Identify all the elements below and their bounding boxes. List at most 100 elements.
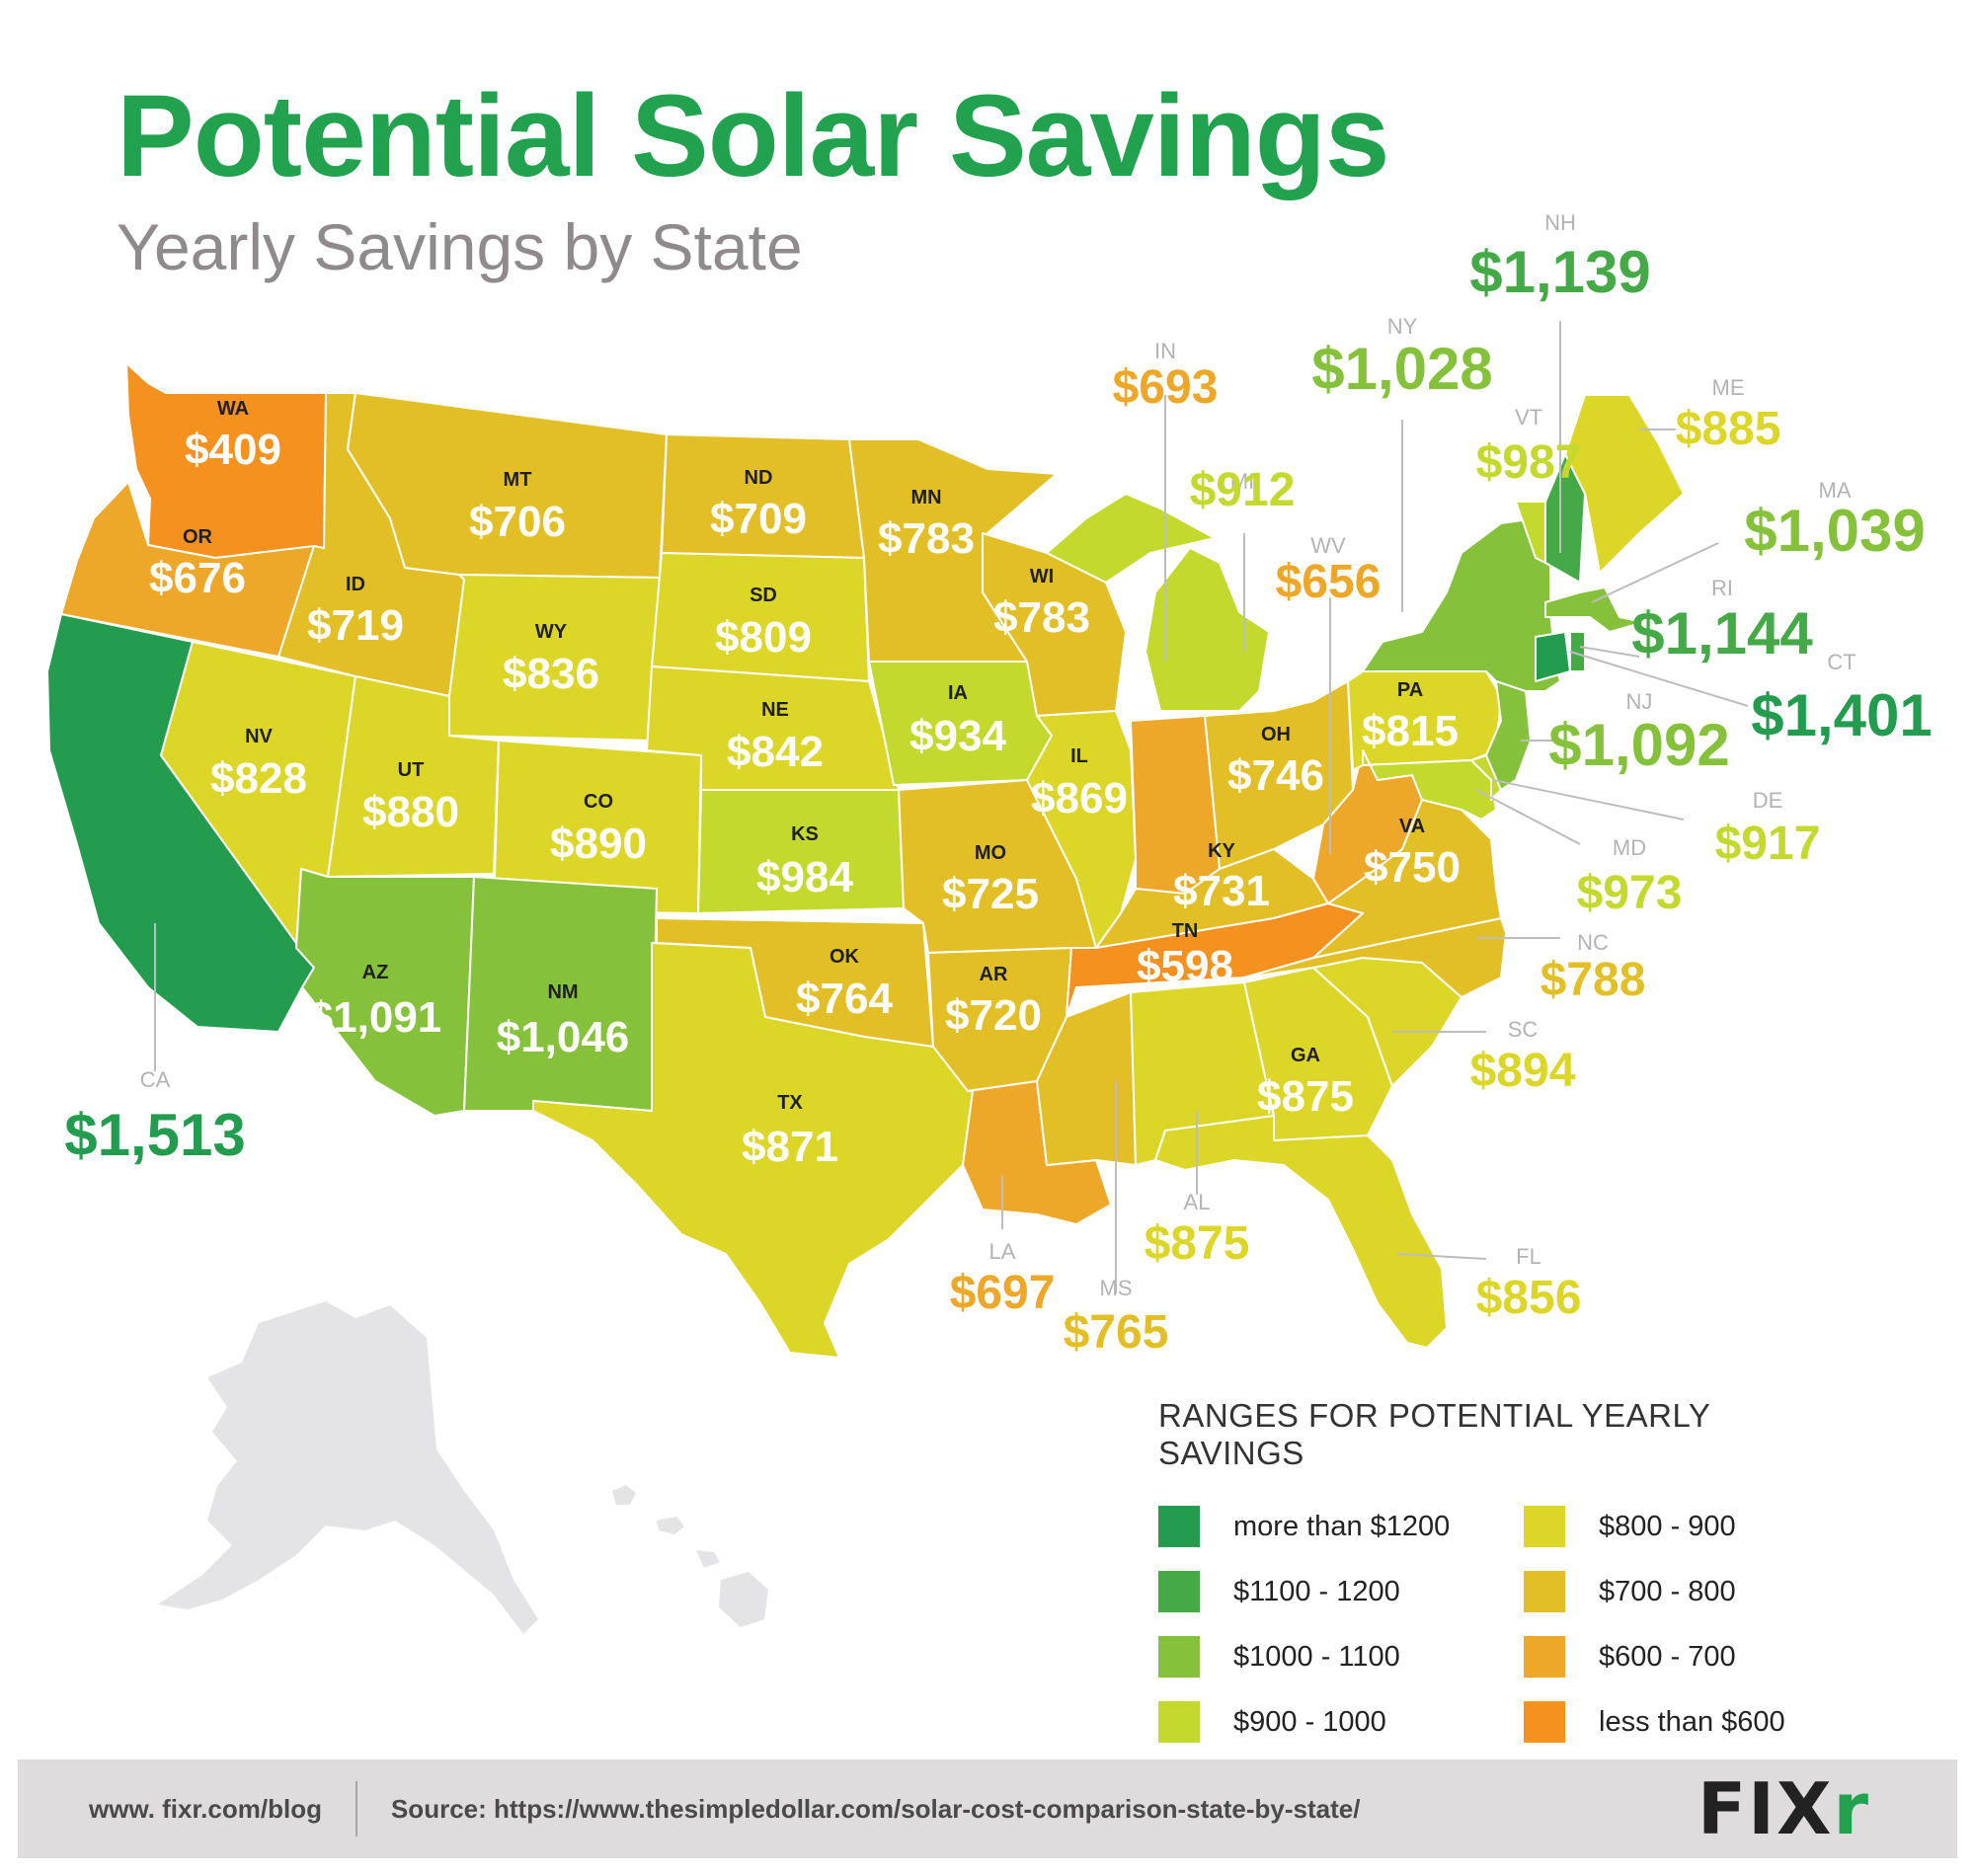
label-nh-value: $1,139 xyxy=(1469,239,1651,305)
label-id-abbr: ID xyxy=(346,574,365,595)
legend-swatch xyxy=(1158,1571,1200,1612)
label-wi-abbr: WI xyxy=(1030,566,1054,587)
logo-accent: r xyxy=(1833,1767,1868,1850)
label-pa-abbr: PA xyxy=(1397,679,1423,701)
label-md-value: $973 xyxy=(1577,867,1683,919)
legend-label: $600 - 700 xyxy=(1599,1640,1736,1673)
legend-item: less than $600 xyxy=(1524,1701,1850,1743)
label-mt-value: $706 xyxy=(469,498,566,546)
state-mi-lower[interactable] xyxy=(1145,547,1270,712)
state-fl[interactable] xyxy=(1154,1115,1448,1349)
legend-swatch xyxy=(1158,1506,1200,1547)
legend-item: $700 - 800 xyxy=(1524,1571,1850,1612)
label-ma-value: $1,039 xyxy=(1744,498,1926,564)
label-nd-abbr: ND xyxy=(745,467,773,489)
label-ga-abbr: GA xyxy=(1291,1045,1320,1066)
label-ok-abbr: OK xyxy=(830,946,860,968)
label-nd-value: $709 xyxy=(710,495,807,543)
page-subtitle: Yearly Savings by State xyxy=(117,210,803,283)
legend-item: $1000 - 1100 xyxy=(1158,1636,1524,1678)
label-ca-value: $1,513 xyxy=(64,1102,246,1168)
label-ri-abbr: RI xyxy=(1711,576,1733,600)
label-wa-abbr: WA xyxy=(217,398,249,420)
state-shapes xyxy=(46,362,1685,1359)
legend-label: less than $600 xyxy=(1599,1705,1785,1738)
label-wy-abbr: WY xyxy=(535,621,568,643)
label-nm-abbr: NM xyxy=(547,981,578,1003)
footer-source-link[interactable]: Source: https://www.thesimpledollar.com/… xyxy=(390,1793,1361,1824)
label-ne-abbr: NE xyxy=(761,699,789,721)
label-mn-value: $783 xyxy=(878,514,975,563)
label-nm-value: $1,046 xyxy=(497,1013,630,1061)
label-wy-value: $836 xyxy=(503,650,599,698)
label-me-value: $885 xyxy=(1676,403,1781,455)
label-wa-value: $409 xyxy=(185,426,281,474)
label-ky-abbr: KY xyxy=(1208,840,1235,862)
label-sd-abbr: SD xyxy=(750,585,777,606)
label-pa-value: $815 xyxy=(1362,707,1459,755)
label-nv-abbr: NV xyxy=(245,726,273,747)
state-az[interactable] xyxy=(295,868,475,1117)
label-al-value: $875 xyxy=(1145,1217,1250,1270)
label-in-value: $693 xyxy=(1113,361,1219,414)
label-tx-value: $871 xyxy=(742,1123,838,1171)
legend-item: $600 - 700 xyxy=(1524,1636,1850,1678)
label-ga-value: $875 xyxy=(1257,1072,1354,1121)
legend-swatch xyxy=(1524,1701,1565,1743)
state-ri[interactable] xyxy=(1569,631,1586,672)
state-nh[interactable] xyxy=(1544,453,1586,584)
label-nj-value: $1,092 xyxy=(1548,712,1730,778)
label-al-abbr: AL xyxy=(1184,1190,1211,1214)
legend: RANGES FOR POTENTIAL YEARLY SAVINGS more… xyxy=(1158,1397,1850,1743)
label-tx-abbr: TX xyxy=(777,1092,803,1114)
label-oh-value: $746 xyxy=(1227,751,1324,800)
legend-swatch xyxy=(1158,1636,1200,1678)
state-tx[interactable] xyxy=(532,942,974,1359)
footer: www. fixr.com/blog Source: https://www.t… xyxy=(18,1759,1957,1858)
label-oh-abbr: OH xyxy=(1261,724,1291,745)
label-il-value: $869 xyxy=(1031,774,1128,822)
state-ny[interactable] xyxy=(1362,517,1561,692)
alaska-hawaii-inset xyxy=(158,1301,768,1634)
label-ms-abbr: MS xyxy=(1100,1276,1133,1300)
label-nh-abbr: NH xyxy=(1544,210,1576,235)
label-ut-value: $880 xyxy=(362,788,459,836)
label-or-value: $676 xyxy=(149,554,246,602)
footer-site-link[interactable]: www. fixr.com/blog xyxy=(89,1793,322,1824)
label-me-abbr: ME xyxy=(1712,375,1745,400)
label-in-abbr: IN xyxy=(1154,339,1176,363)
state-ct[interactable] xyxy=(1535,631,1571,682)
label-az-abbr: AZ xyxy=(362,962,389,983)
label-fl-value: $856 xyxy=(1476,1272,1582,1324)
label-ia-value: $934 xyxy=(909,712,1006,760)
label-nc-abbr: NC xyxy=(1577,930,1609,955)
state-mi-upper[interactable] xyxy=(1046,493,1216,584)
state-me[interactable] xyxy=(1564,394,1685,574)
state-ma[interactable] xyxy=(1544,586,1645,633)
label-mo-abbr: MO xyxy=(975,842,1006,864)
label-ar-abbr: AR xyxy=(980,964,1008,985)
state-nj[interactable] xyxy=(1485,680,1532,791)
label-sc-value: $894 xyxy=(1470,1045,1576,1097)
hawaii-island-3 xyxy=(696,1550,720,1568)
label-id-value: $719 xyxy=(307,601,404,650)
label-tn-value: $598 xyxy=(1137,942,1233,990)
page-title: Potential Solar Savings xyxy=(117,71,1389,201)
label-ks-abbr: KS xyxy=(791,823,819,845)
label-fl-abbr: FL xyxy=(1516,1244,1541,1269)
legend-label: $700 - 800 xyxy=(1599,1575,1736,1607)
label-ky-value: $731 xyxy=(1173,867,1270,915)
legend-grid: more than $1200 $800 - 900 $1100 - 1200 … xyxy=(1158,1506,1850,1743)
state-de[interactable] xyxy=(1470,754,1502,801)
label-ny-value: $1,028 xyxy=(1311,336,1493,402)
label-ks-value: $984 xyxy=(756,853,853,901)
legend-item: $1100 - 1200 xyxy=(1158,1571,1524,1612)
label-la-value: $697 xyxy=(950,1267,1056,1319)
label-ia-abbr: IA xyxy=(948,682,968,704)
label-mt-abbr: MT xyxy=(504,469,532,491)
label-ct-value: $1,401 xyxy=(1751,682,1933,748)
label-ca-abbr: CA xyxy=(140,1067,171,1092)
hawaii-island-4 xyxy=(719,1572,768,1627)
label-de-value: $917 xyxy=(1715,818,1821,870)
label-nv-value: $828 xyxy=(210,754,307,803)
